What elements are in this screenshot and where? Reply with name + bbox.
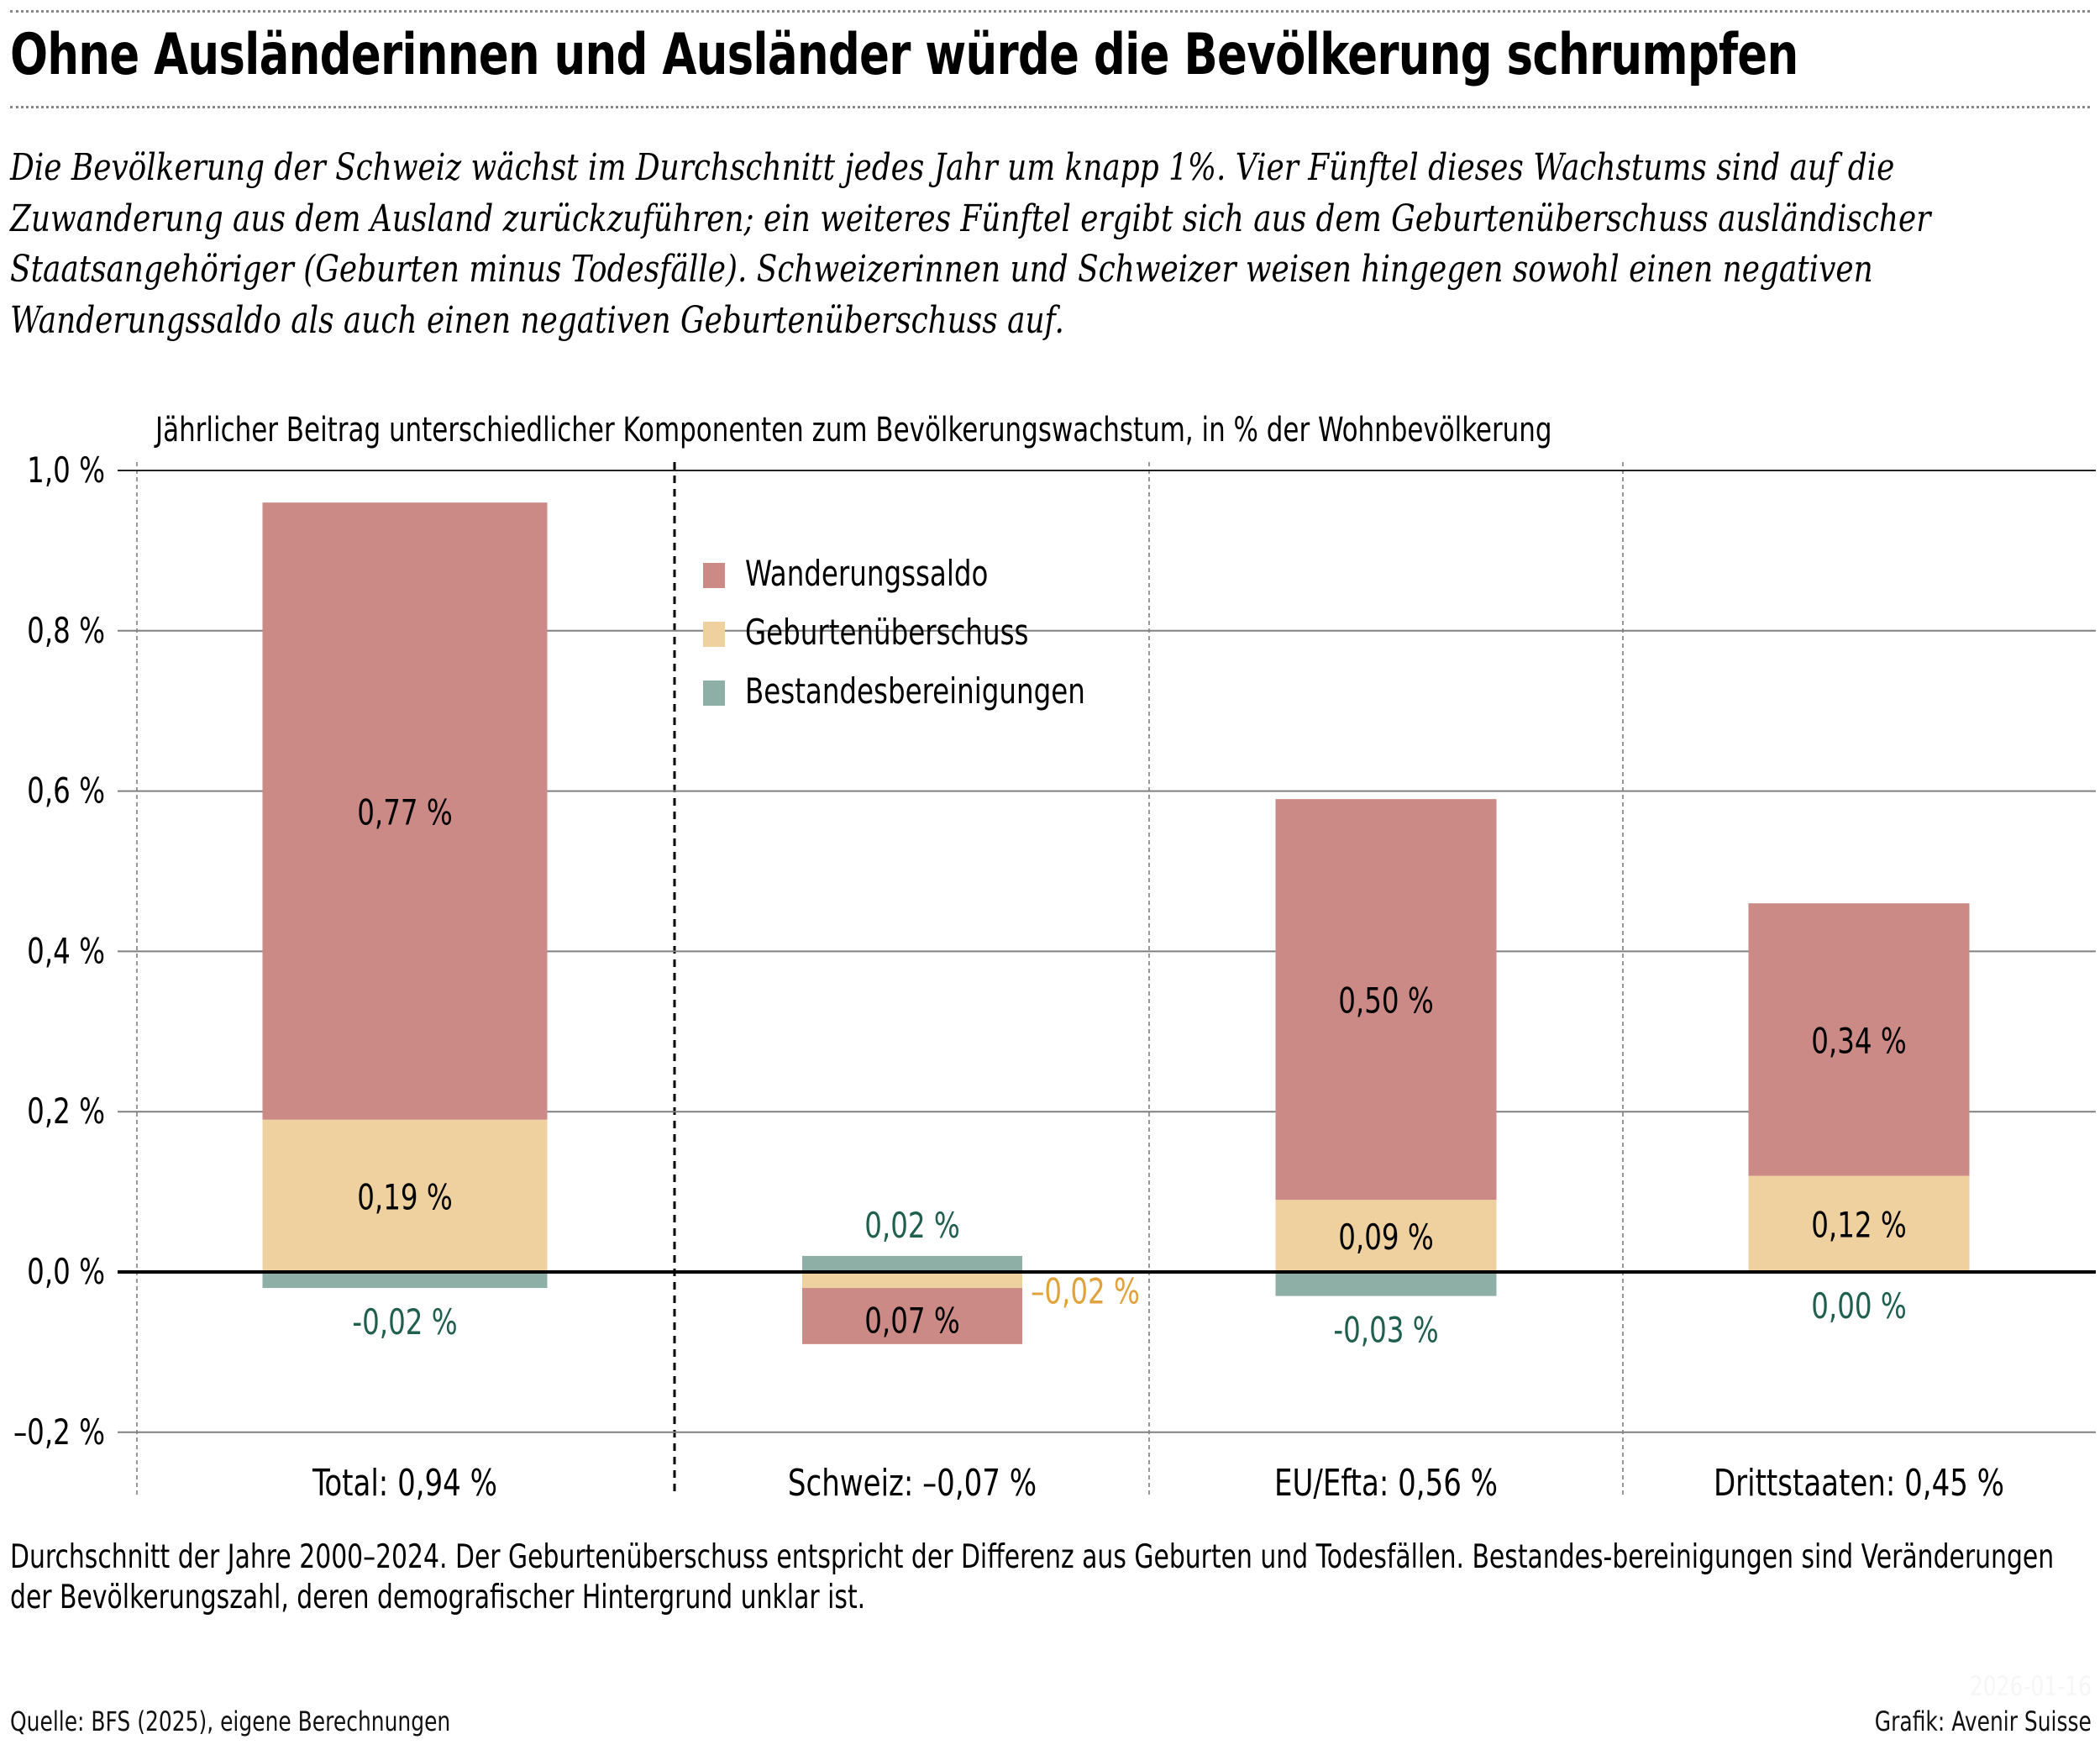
x-category-label: Drittstaaten: 0,45 %	[1714, 1461, 2004, 1504]
y-tick-label: 0,8 %	[27, 611, 105, 651]
chart-title: Jährlicher Beitrag unterschiedlicher Kom…	[154, 409, 1551, 449]
y-tick-label: –0,2 %	[13, 1412, 105, 1453]
data-label: 0,50 %	[1338, 981, 1433, 1022]
data-label: –0,02 %	[1031, 1272, 1140, 1312]
legend: Wanderungssaldo Geburtenüberschuss Bestand…	[703, 554, 1085, 712]
title-rule	[10, 106, 2090, 108]
y-tick-label: 0,4 %	[27, 932, 105, 972]
y-tick-label: 0,0 %	[27, 1252, 105, 1292]
x-category-label: EU/Efta: 0,56 %	[1274, 1461, 1498, 1504]
data-label: 0,00 %	[1811, 1286, 1906, 1327]
footnote: Durchschnitt der Jahre 2000–2024. Der Ge…	[10, 1538, 2055, 1616]
bar-segment-geburtenüberschuss	[1748, 1175, 1970, 1272]
bar-segment-bestandesbereinigungen	[262, 1272, 548, 1289]
stacked-bar-chart: 1,0 % 0,8 % 0,6 % 0,4 % 0,2 % 0,0 % –0,2 % Tot…	[13, 409, 2096, 1505]
data-label: 0,19 %	[357, 1178, 452, 1218]
data-label: -0,03 %	[1333, 1311, 1438, 1351]
y-tick-label: 1,0 %	[27, 450, 105, 491]
bar-segment-wanderungssaldo	[1748, 903, 1970, 1176]
bar-segment-geburtenüberschuss	[1275, 1200, 1497, 1272]
data-label: 0,09 %	[1338, 1218, 1433, 1259]
legend-label: Wanderungssaldo	[745, 554, 988, 594]
data-label: 0,34 %	[1811, 1022, 1906, 1062]
legend-swatch	[703, 622, 725, 647]
y-tick-label: 0,6 %	[27, 771, 105, 812]
legend-label: Bestandesbereinigungen	[745, 671, 1085, 712]
data-label: 0,12 %	[1811, 1206, 1906, 1246]
data-label: 0,07 %	[864, 1301, 959, 1342]
bar-segment-bestandesbereinigungen	[1275, 1272, 1497, 1296]
lead-text: Die Bevölkerung der Schweiz wächst im Du…	[10, 146, 1931, 342]
bar-segment-wanderungssaldo	[262, 502, 548, 1120]
page-title: Ohne Ausländerinnen und Ausländer würde …	[10, 22, 1798, 88]
bars-layer	[254, 502, 1978, 1344]
legend-label: Geburtenüberschuss	[745, 612, 1028, 653]
data-label: 0,02 %	[864, 1206, 959, 1246]
data-label: -0,02 %	[352, 1303, 457, 1343]
date-watermark: 2026-01-16	[1969, 1670, 2092, 1702]
data-label: 0,77 %	[357, 793, 452, 833]
source-note: Quelle: BFS (2025), eigene Berechnungen	[10, 1705, 451, 1737]
labels-layer: Total: 0,94 % 0,77 % 0,19 % -0,02 % Schweiz:…	[312, 793, 2004, 1505]
bar-segment-wanderungssaldo	[802, 1288, 1022, 1344]
bar-segment-geburtenüberschuss	[262, 1119, 548, 1272]
x-category-label: Schweiz: –0,07 %	[788, 1461, 1037, 1504]
bar-segment-bestandesbereinigungen	[802, 1255, 1022, 1272]
top-rule	[10, 10, 2090, 13]
legend-swatch	[703, 681, 725, 706]
x-category-label: Total: 0,94 %	[312, 1461, 497, 1504]
credit-note: Grafik: Avenir Suisse	[1874, 1705, 2092, 1737]
bar-segment-wanderungssaldo	[1275, 799, 1497, 1201]
y-tick-label: 0,2 %	[27, 1092, 105, 1133]
bar-segment-geburtenüberschuss	[802, 1272, 1022, 1289]
legend-swatch	[703, 563, 725, 588]
